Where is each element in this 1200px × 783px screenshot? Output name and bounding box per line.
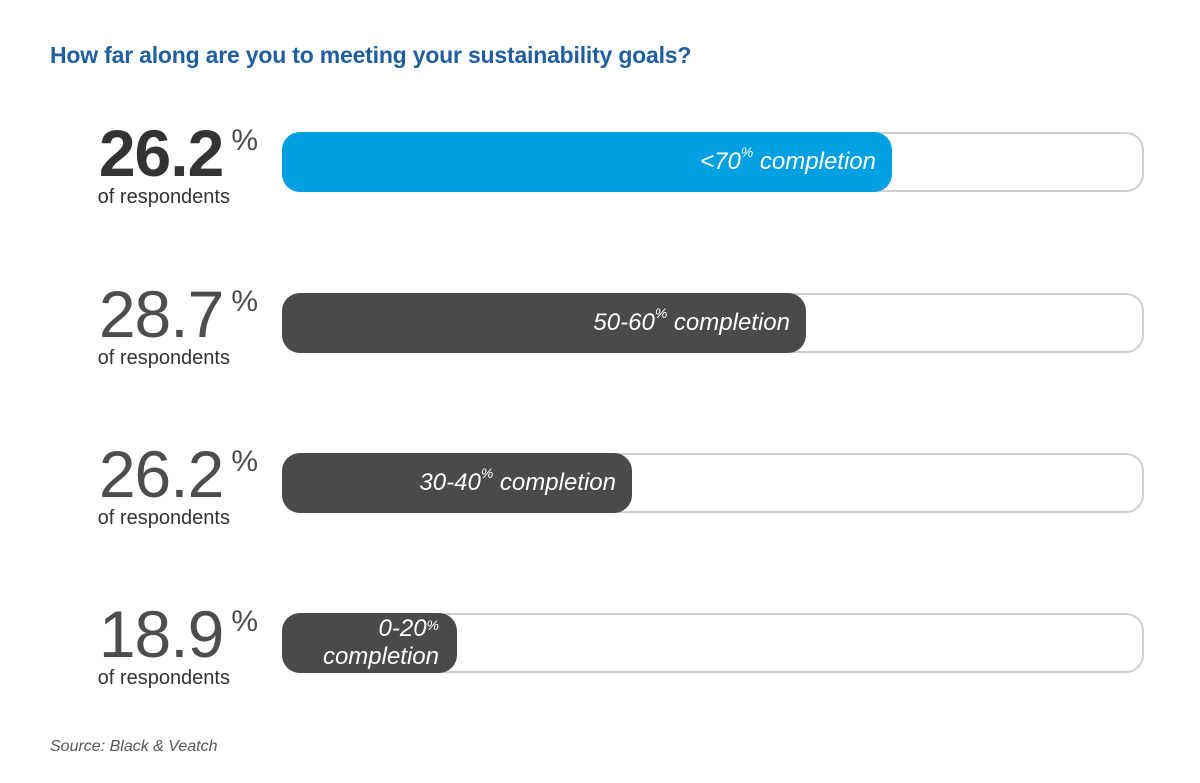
percentage-value: 18.9 — [98, 597, 224, 671]
percentage-block: 26.2% of respondents — [38, 120, 258, 230]
bar-fill: 50-60% completion — [282, 293, 806, 353]
percent-sign: % — [231, 285, 258, 318]
respondents-label: of respondents — [97, 507, 230, 529]
bar-label: <70% completion — [700, 144, 876, 175]
bar-label: 50-60% completion — [593, 305, 790, 336]
bar-label: 30-40% completion — [419, 465, 616, 496]
respondents-label: of respondents — [97, 186, 230, 208]
bar-row: 26.2% of respondents <70% completion — [0, 120, 1200, 230]
respondents-label: of respondents — [97, 667, 230, 689]
bar-fill: 0-20% completion — [282, 613, 457, 673]
chart-title: How far along are you to meeting your su… — [50, 42, 692, 68]
bar-row: 26.2% of respondents 30-40% completion — [0, 441, 1200, 551]
percentage-value: 28.7 — [98, 277, 224, 351]
source-note: Source: Black & Veatch — [50, 738, 218, 755]
percentage-block: 18.9% of respondents — [38, 601, 258, 711]
percentage-value: 26.2 — [98, 116, 224, 190]
percentage-value: 26.2 — [98, 437, 224, 511]
bar-row: 28.7% of respondents 50-60% completion — [0, 281, 1200, 391]
percentage-block: 26.2% of respondents — [38, 441, 258, 551]
respondents-label: of respondents — [97, 347, 230, 369]
percentage-block: 28.7% of respondents — [38, 281, 258, 391]
bar-label-tail: completion — [322, 643, 439, 670]
percent-sign: % — [231, 445, 258, 478]
bar-label: 0-20% — [378, 615, 440, 642]
bar-fill: 30-40% completion — [282, 453, 632, 513]
bar-row: 18.9% of respondents 0-20% completion — [0, 601, 1200, 711]
bar-fill: <70% completion — [282, 132, 892, 192]
percent-sign: % — [231, 605, 258, 638]
percent-sign: % — [231, 124, 258, 157]
